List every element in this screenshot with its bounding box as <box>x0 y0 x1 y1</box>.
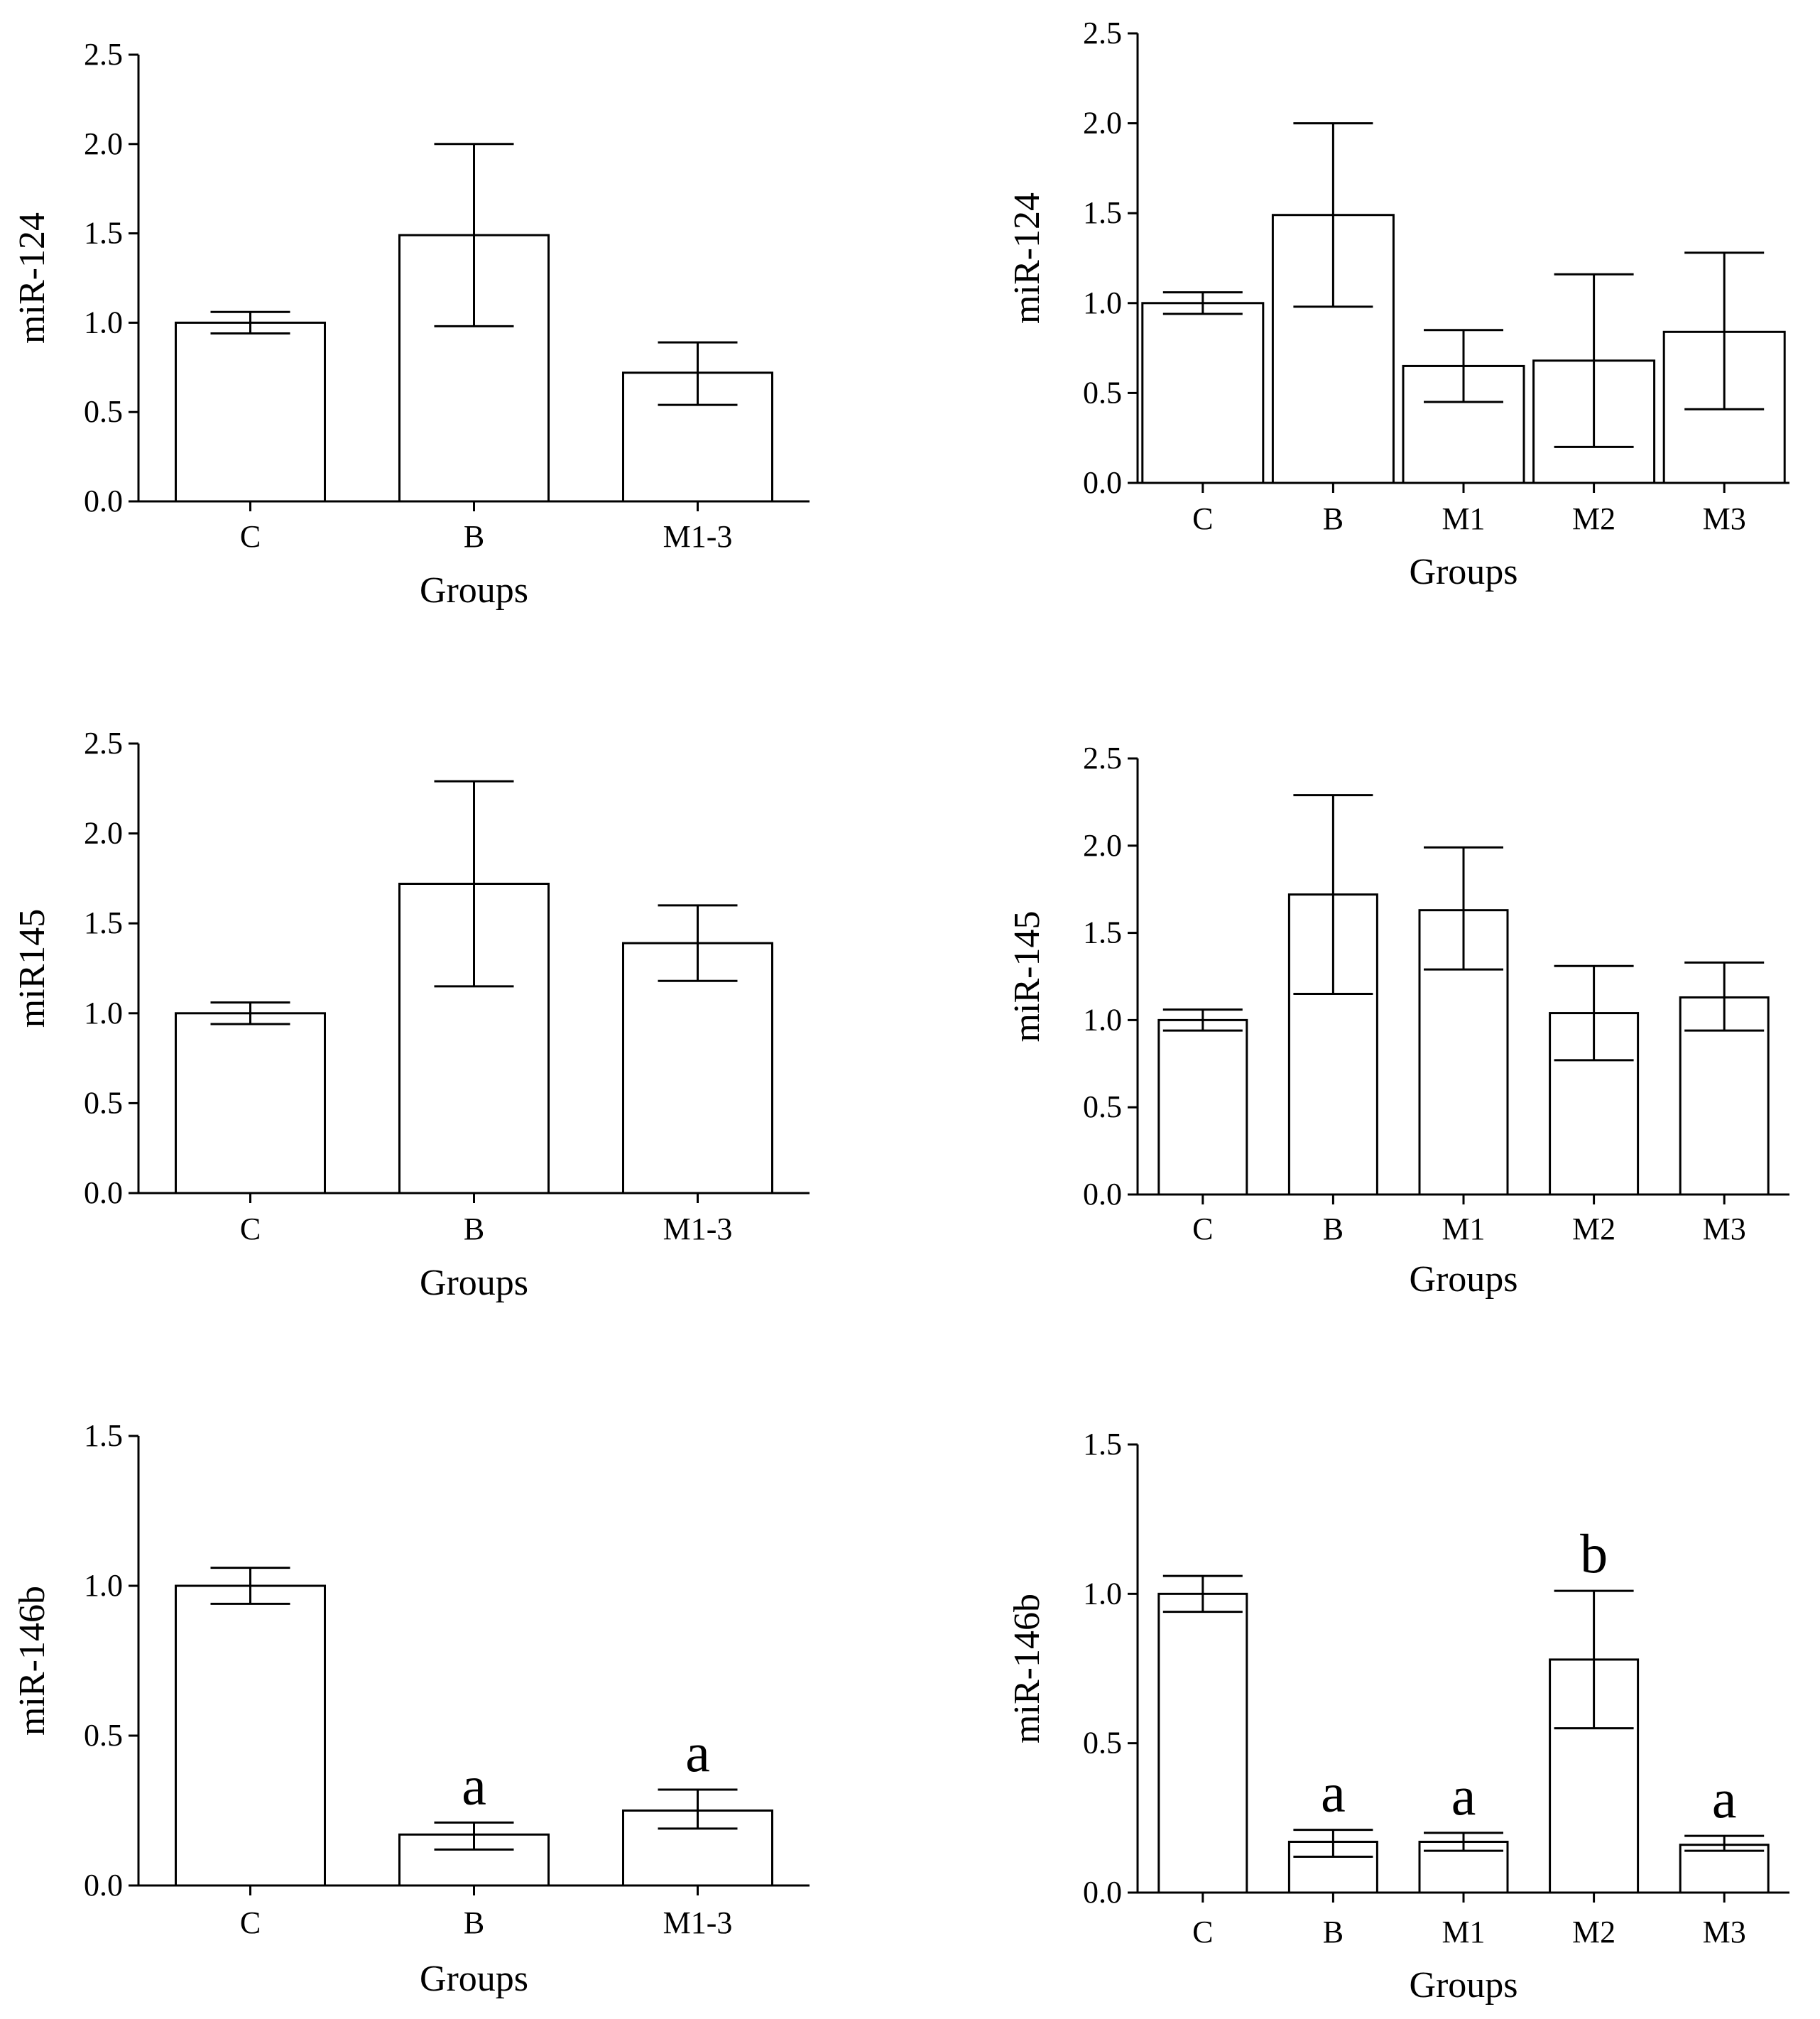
x-tick-label: M3 <box>1703 1212 1746 1246</box>
chart-panel-top-left: 0.0 0.5 1.0 1.5 2.0 2.5 C B M1-3 Groups miR-124 <box>12 37 810 611</box>
y-tick-label: 1.0 <box>84 996 123 1030</box>
x-tick-label: C <box>240 519 261 554</box>
bar-M1-3 <box>622 942 773 1194</box>
significance-label: a <box>685 1721 710 1783</box>
y-tick-label: 0.5 <box>1083 1726 1122 1760</box>
y-tick-label: 1.0 <box>84 1568 123 1603</box>
y-tick-label: 1.5 <box>1083 915 1122 950</box>
chart-panel-middle-right: 0.0 0.5 1.0 1.5 2.0 2.5 C B M1 M2 M3 Groups miR-145 <box>1007 741 1789 1300</box>
y-axis-title: miR-146b <box>12 1586 53 1736</box>
x-tick-label: M1-3 <box>663 1212 733 1246</box>
y-tick-label: 1.5 <box>84 1418 123 1453</box>
y-tick-label: 0.0 <box>1083 465 1122 500</box>
x-axis-title: Groups <box>1409 1965 1517 2006</box>
x-tick-label: B <box>1323 501 1344 536</box>
x-tick-label: M1 <box>1442 1915 1485 1949</box>
bar-C <box>1141 302 1265 484</box>
x-tick-label: B <box>464 1905 484 1940</box>
y-axis-title: miR-124 <box>1007 192 1047 324</box>
x-axis-title: Groups <box>1409 552 1517 592</box>
y-tick-label: 0.5 <box>1083 375 1122 410</box>
chart-panel-middle-left: 0.0 0.5 1.0 1.5 2.0 2.5 C B M1-3 Groups miR145 <box>12 726 810 1303</box>
y-tick-label: 1.0 <box>84 305 123 339</box>
chart-panel-top-right: 0.0 0.5 1.0 1.5 2.0 2.5 C B M1 M2 M3 Groups miR-124 <box>1007 16 1789 592</box>
bar-C <box>1157 1018 1248 1196</box>
y-tick-label: 1.5 <box>84 905 123 940</box>
y-tick-label: 0.0 <box>84 1175 123 1210</box>
bar-C <box>175 1012 326 1194</box>
y-tick-label: 0.5 <box>84 1718 123 1753</box>
y-axis-title: miR-124 <box>12 212 53 344</box>
y-tick-label: 0.0 <box>84 484 123 518</box>
x-axis-title: Groups <box>420 570 528 611</box>
x-tick-label: C <box>240 1905 261 1940</box>
y-tick-label: 2.0 <box>84 816 123 851</box>
y-tick-label: 0.0 <box>1083 1875 1122 1910</box>
significance-label: a <box>1451 1765 1476 1827</box>
y-tick-label: 2.0 <box>1083 106 1122 141</box>
x-tick-label: M3 <box>1703 1915 1746 1949</box>
y-tick-label: 2.0 <box>84 126 123 161</box>
x-tick-label: M1-3 <box>663 519 733 554</box>
bar-C <box>175 321 326 503</box>
y-tick-label: 1.0 <box>1083 1576 1122 1611</box>
x-axis-title: Groups <box>420 1959 528 1999</box>
y-axis-title: miR-145 <box>1007 911 1047 1043</box>
y-tick-label: 0.5 <box>84 1085 123 1120</box>
y-tick-label: 2.0 <box>1083 828 1122 863</box>
y-tick-label: 2.5 <box>1083 741 1122 776</box>
x-tick-label: M2 <box>1572 501 1615 536</box>
y-tick-label: 1.0 <box>1083 285 1122 320</box>
y-tick-label: 2.5 <box>1083 16 1122 50</box>
significance-label: a <box>1321 1762 1346 1824</box>
x-tick-label: M2 <box>1572 1915 1615 1949</box>
significance-label: a <box>462 1754 486 1816</box>
x-tick-label: M1 <box>1442 501 1485 536</box>
significance-label: b <box>1580 1523 1608 1584</box>
x-tick-label: C <box>1192 501 1213 536</box>
y-axis-title: miR-146b <box>1007 1594 1047 1743</box>
x-tick-label: M1 <box>1442 1212 1485 1246</box>
x-tick-label: B <box>1323 1915 1344 1949</box>
y-tick-label: 1.0 <box>1083 1002 1122 1037</box>
x-tick-label: B <box>1323 1212 1344 1246</box>
x-tick-label: B <box>464 519 484 554</box>
chart-panel-bottom-left: 0.0 0.5 1.0 1.5 C Ba M1-3 a Groups miR-146b <box>12 1418 810 1999</box>
y-tick-label: 0.5 <box>1083 1089 1122 1124</box>
y-tick-label: 0.0 <box>1083 1177 1122 1212</box>
x-tick-label: M1-3 <box>663 1905 733 1940</box>
bar-M3 <box>1679 1844 1770 1894</box>
x-tick-label: B <box>464 1212 484 1246</box>
y-tick-label: 0.0 <box>84 1868 123 1903</box>
x-tick-label: M2 <box>1572 1212 1615 1246</box>
x-axis-title: Groups <box>1409 1259 1517 1300</box>
y-axis-title: miR145 <box>12 909 53 1028</box>
y-tick-label: 1.5 <box>1083 195 1122 230</box>
bar-B <box>398 1833 550 1887</box>
y-tick-label: 2.5 <box>84 37 123 72</box>
bar-C <box>175 1584 326 1887</box>
y-tick-label: 0.5 <box>84 394 123 429</box>
chart-panel-bottom-right: 0.0 0.5 1.0 1.5 C Ba M1 a M2 b M3 a Groups miR-146b <box>1007 1427 1789 2006</box>
y-tick-label: 1.5 <box>84 216 123 251</box>
significance-label: a <box>1712 1768 1737 1829</box>
y-tick-label: 2.5 <box>84 726 123 761</box>
y-tick-label: 1.5 <box>1083 1427 1122 1462</box>
x-tick-label: C <box>1192 1212 1213 1246</box>
x-tick-label: M3 <box>1703 501 1746 536</box>
x-axis-title: Groups <box>420 1263 528 1303</box>
x-tick-label: C <box>240 1212 261 1246</box>
x-tick-label: C <box>1192 1915 1213 1949</box>
bar-C <box>1157 1592 1248 1894</box>
